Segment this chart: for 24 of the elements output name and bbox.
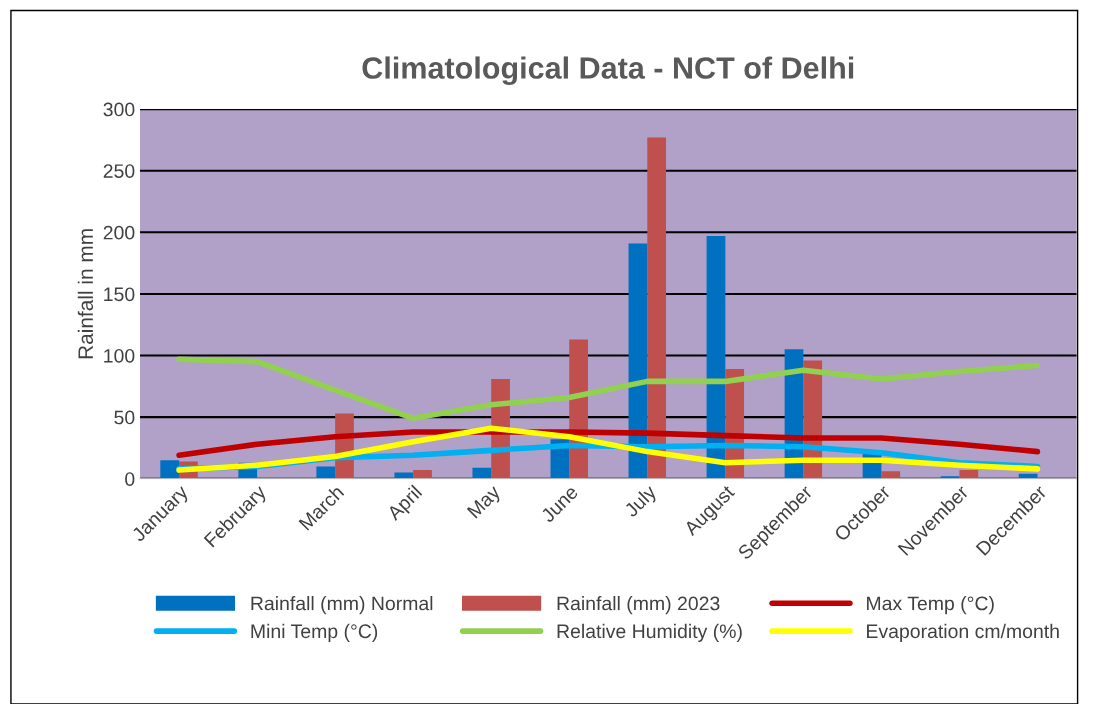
legend-label: Relative Humidity (%) xyxy=(557,623,742,642)
y-tick-label: 100 xyxy=(104,348,135,363)
bar xyxy=(959,470,979,479)
bar xyxy=(881,471,901,479)
bar xyxy=(316,466,336,479)
x-tick-label: July xyxy=(623,483,661,521)
bar xyxy=(472,467,492,479)
y-tick-label: 0 xyxy=(125,472,135,486)
y-tick-label: 150 xyxy=(104,287,135,302)
legend-label: Evaporation cm/month xyxy=(867,623,1059,642)
y-tick-label: 200 xyxy=(103,225,135,240)
y-tick-label: 300 xyxy=(103,102,135,117)
bar xyxy=(160,460,180,479)
y-tick-label: 50 xyxy=(114,410,135,425)
legend-label: Mini Temp (°C) xyxy=(251,623,378,642)
x-tick-label: May xyxy=(466,484,504,522)
y-axis-title: Rainfall in mm xyxy=(77,229,94,359)
y-tick-label: 250 xyxy=(103,164,135,178)
chart-title: Climatological Data - NCT of Delhi xyxy=(362,56,854,86)
bar xyxy=(413,470,432,479)
legend-label: Rainfall (mm) 2023 xyxy=(557,596,720,615)
bar xyxy=(647,137,667,479)
legend-label: Max Temp (°C) xyxy=(867,596,994,615)
legend-label: Rainfall (mm) Normal xyxy=(251,596,433,615)
